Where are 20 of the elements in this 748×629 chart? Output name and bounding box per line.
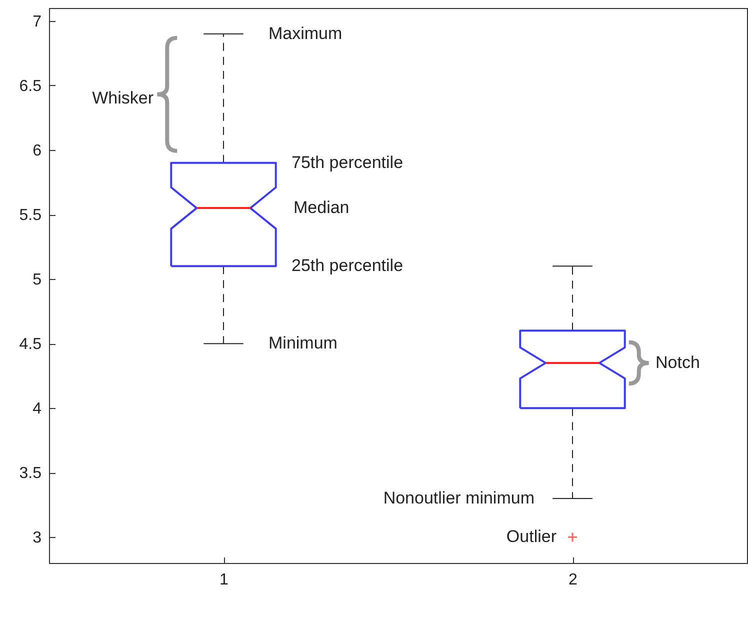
annotation: 25th percentile (292, 256, 404, 276)
x-tick-label: 1 (220, 572, 229, 588)
annotation: Whisker (92, 88, 154, 108)
y-tick-label: 4.5 (19, 336, 42, 354)
y-tick-label: 5 (32, 272, 42, 289)
annotation: Maximum (268, 24, 342, 43)
x-tick-label: 2 (568, 572, 578, 588)
annotation: Outlier (506, 527, 557, 546)
annotation: Nonoutlier minimum (383, 488, 534, 508)
y-tick-label: 6.5 (19, 78, 42, 95)
annotation: Median (294, 198, 350, 218)
y-tick-label: 4 (32, 400, 42, 418)
annotation: Notch (656, 352, 700, 372)
y-tick-label: 6 (32, 142, 42, 160)
y-tick-label: 3 (32, 530, 42, 547)
y-tick-label: 3.5 (19, 465, 42, 482)
y-tick-label: 5.5 (19, 207, 42, 224)
annotation: 75th percentile (292, 152, 404, 172)
y-tick-label: 7 (32, 13, 42, 30)
annotation: Minimum (268, 334, 338, 353)
